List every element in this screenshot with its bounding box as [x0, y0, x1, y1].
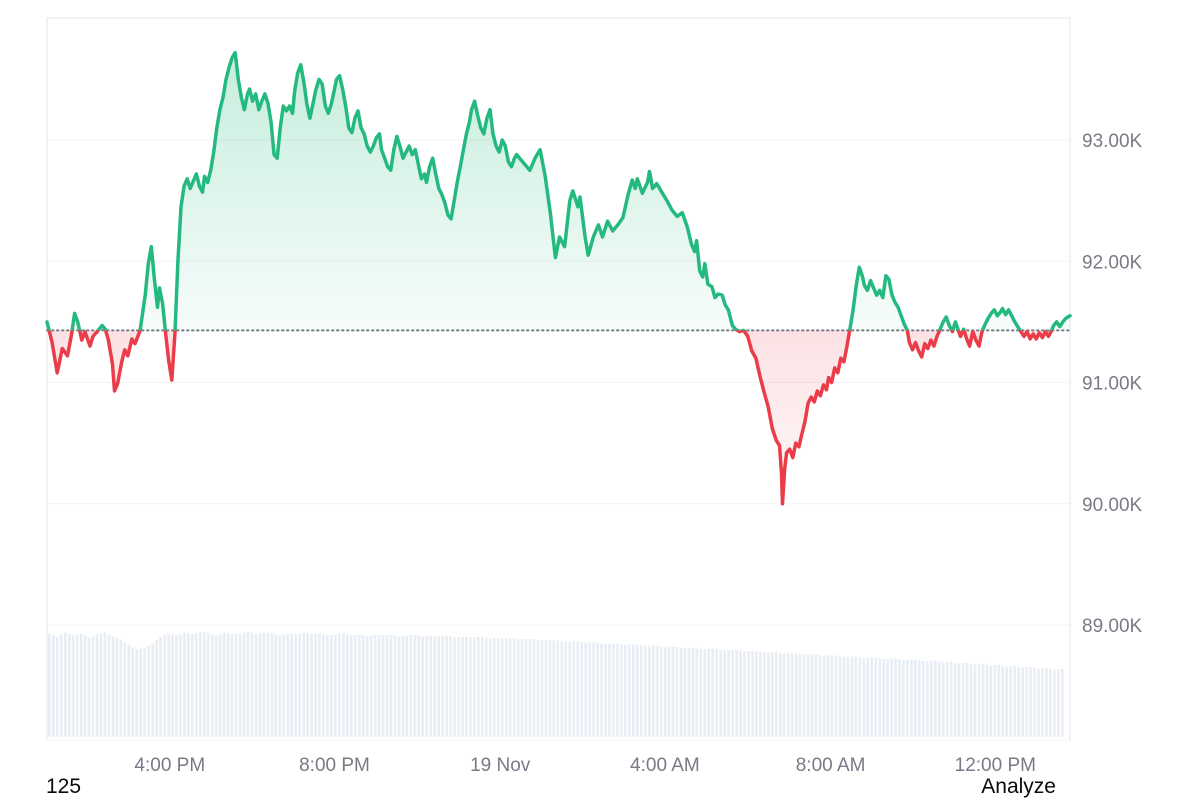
footer-count: 125: [46, 775, 82, 798]
x-axis-label: 19 Nov: [470, 755, 531, 776]
x-axis-label: 4:00 AM: [630, 755, 700, 776]
area-fill-above-baseline: [47, 52, 1070, 331]
y-axis-label: 89.00K: [1082, 616, 1143, 637]
x-axis-label: 12:00 PM: [955, 755, 1036, 776]
price-line-down: [47, 330, 1054, 506]
analyze-button[interactable]: Analyze: [981, 775, 1056, 798]
y-axis-label: 93.00K: [1082, 131, 1143, 152]
x-axis-label: 4:00 PM: [134, 755, 205, 776]
x-axis-label: 8:00 AM: [796, 755, 866, 776]
y-axis-label: 90.00K: [1082, 495, 1143, 516]
y-axis-label: 92.00K: [1082, 252, 1143, 273]
price-line-up: [45, 50, 1072, 331]
x-axis-labels[interactable]: 4:00 PM 8:00 PM 19 Nov 4:00 AM 8:00 AM 12:00 …: [134, 755, 1036, 776]
plot-border: [46, 17, 1071, 741]
x-axis-label: 8:00 PM: [299, 755, 370, 776]
y-axis-labels[interactable]: 93.00K 92.00K 91.00K 90.00K 89.00K: [1082, 131, 1143, 637]
volume-bars: [48, 631, 1064, 737]
area-fill-below-baseline: [47, 330, 1070, 504]
y-axis-label: 91.00K: [1082, 374, 1143, 395]
